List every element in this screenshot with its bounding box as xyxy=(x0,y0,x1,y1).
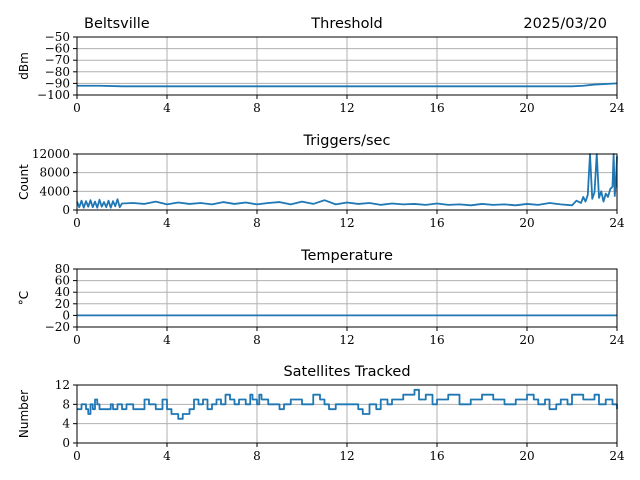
temperature-y-axis-label: °C xyxy=(17,291,31,305)
triggers-sec-panel: 0 4 8 12 16 20 24 0 4000 8000 12000 Triggers/sec Cou… xyxy=(17,133,625,230)
satellites-tracked-y-tick-label: 12 xyxy=(55,378,70,392)
triggers-sec-x-tick-label: 4 xyxy=(163,216,171,230)
threshold-y-axis-label: dBm xyxy=(17,52,31,80)
temperature-x-tick-label: 20 xyxy=(519,333,534,347)
satellites-tracked-y-tick-label: 4 xyxy=(62,417,70,431)
threshold-x-tick-label: 20 xyxy=(519,101,534,115)
satellites-tracked-x-tick-label: 8 xyxy=(253,449,261,463)
threshold-y-tick-label: −60 xyxy=(45,42,70,56)
threshold-y-tick-label: −80 xyxy=(45,65,70,79)
triggers-sec-x-tick-label: 24 xyxy=(609,216,625,230)
temperature-x-tick-label: 4 xyxy=(163,333,171,347)
satellites-tracked-x-tick-label: 0 xyxy=(73,449,81,463)
satellites-tracked-x-tick-label: 4 xyxy=(163,449,171,463)
threshold-x-tick-label: 8 xyxy=(253,101,261,115)
temperature-y-tick-label: 40 xyxy=(55,285,70,299)
temperature-x-tick-label: 8 xyxy=(253,333,261,347)
temperature-x-tick-label: 16 xyxy=(429,333,444,347)
threshold-x-tick-label: 4 xyxy=(163,101,171,115)
triggers-sec-series-line xyxy=(76,153,618,209)
triggers-sec-y-tick-label: 12000 xyxy=(32,147,70,161)
date-label: 2025/03/20 xyxy=(523,16,607,32)
triggers-sec-title: Triggers/sec xyxy=(303,133,391,149)
threshold-x-tick-label: 0 xyxy=(73,101,81,115)
temperature-y-tick-label: 20 xyxy=(55,297,70,311)
triggers-sec-x-tick-label: 20 xyxy=(519,216,534,230)
threshold-y-tick-label: −100 xyxy=(37,88,70,102)
triggers-sec-y-tick-label: 8000 xyxy=(39,166,70,180)
satellites-tracked-y-axis-label: Number xyxy=(17,390,31,438)
satellites-tracked-y-tick-label: 0 xyxy=(62,436,70,450)
triggers-sec-x-tick-label: 16 xyxy=(429,216,444,230)
satellites-tracked-x-tick-label: 20 xyxy=(519,449,534,463)
threshold-x-tick-label: 12 xyxy=(339,101,354,115)
triggers-sec-y-axis-label: Count xyxy=(17,164,31,200)
triggers-sec-x-tick-label: 12 xyxy=(339,216,354,230)
threshold-y-tick-label: −90 xyxy=(45,76,70,90)
satellites-tracked-y-tick-label: 8 xyxy=(62,397,70,411)
triggers-sec-x-tick-label: 0 xyxy=(73,216,81,230)
satellites-tracked-series-line xyxy=(77,388,618,420)
threshold-title: Threshold xyxy=(310,16,382,32)
temperature-x-tick-label: 12 xyxy=(339,333,354,347)
satellites-tracked-x-tick-label: 24 xyxy=(609,449,625,463)
satellites-tracked-title: Satellites Tracked xyxy=(283,364,410,380)
threshold-y-tick-label: −70 xyxy=(45,53,70,67)
chart-panels: 0 4 8 12 16 20 24 −50−60−70−80−90−100 Threshold d… xyxy=(17,16,625,463)
threshold-x-tick-label: 24 xyxy=(609,101,625,115)
triggers-sec-x-tick-label: 8 xyxy=(253,216,261,230)
threshold-x-tick-label: 16 xyxy=(429,101,444,115)
temperature-x-tick-label: 24 xyxy=(609,333,625,347)
temperature-y-tick-label: 80 xyxy=(55,262,70,276)
triggers-sec-y-tick-label: 4000 xyxy=(39,184,70,198)
temperature-title: Temperature xyxy=(300,248,393,264)
triggers-sec-y-tick-label: 0 xyxy=(62,203,70,217)
satellites-tracked-x-tick-label: 16 xyxy=(429,449,444,463)
satellites-tracked-x-tick-label: 12 xyxy=(339,449,354,463)
station-label: Beltsville xyxy=(84,16,150,32)
temperature-x-tick-label: 0 xyxy=(73,333,81,347)
threshold-panel: 0 4 8 12 16 20 24 −50−60−70−80−90−100 Threshold d… xyxy=(17,16,625,115)
temperature-y-tick-label: 0 xyxy=(62,308,70,322)
temperature-y-tick-label: −20 xyxy=(45,320,70,334)
threshold-y-tick-label: −50 xyxy=(45,30,70,44)
temperature-y-tick-label: 60 xyxy=(55,274,70,288)
threshold-series-line xyxy=(77,82,618,88)
satellites-tracked-panel: 0 4 8 12 16 20 24 0 4 8 12 Satellites Tracked Number xyxy=(17,364,625,463)
